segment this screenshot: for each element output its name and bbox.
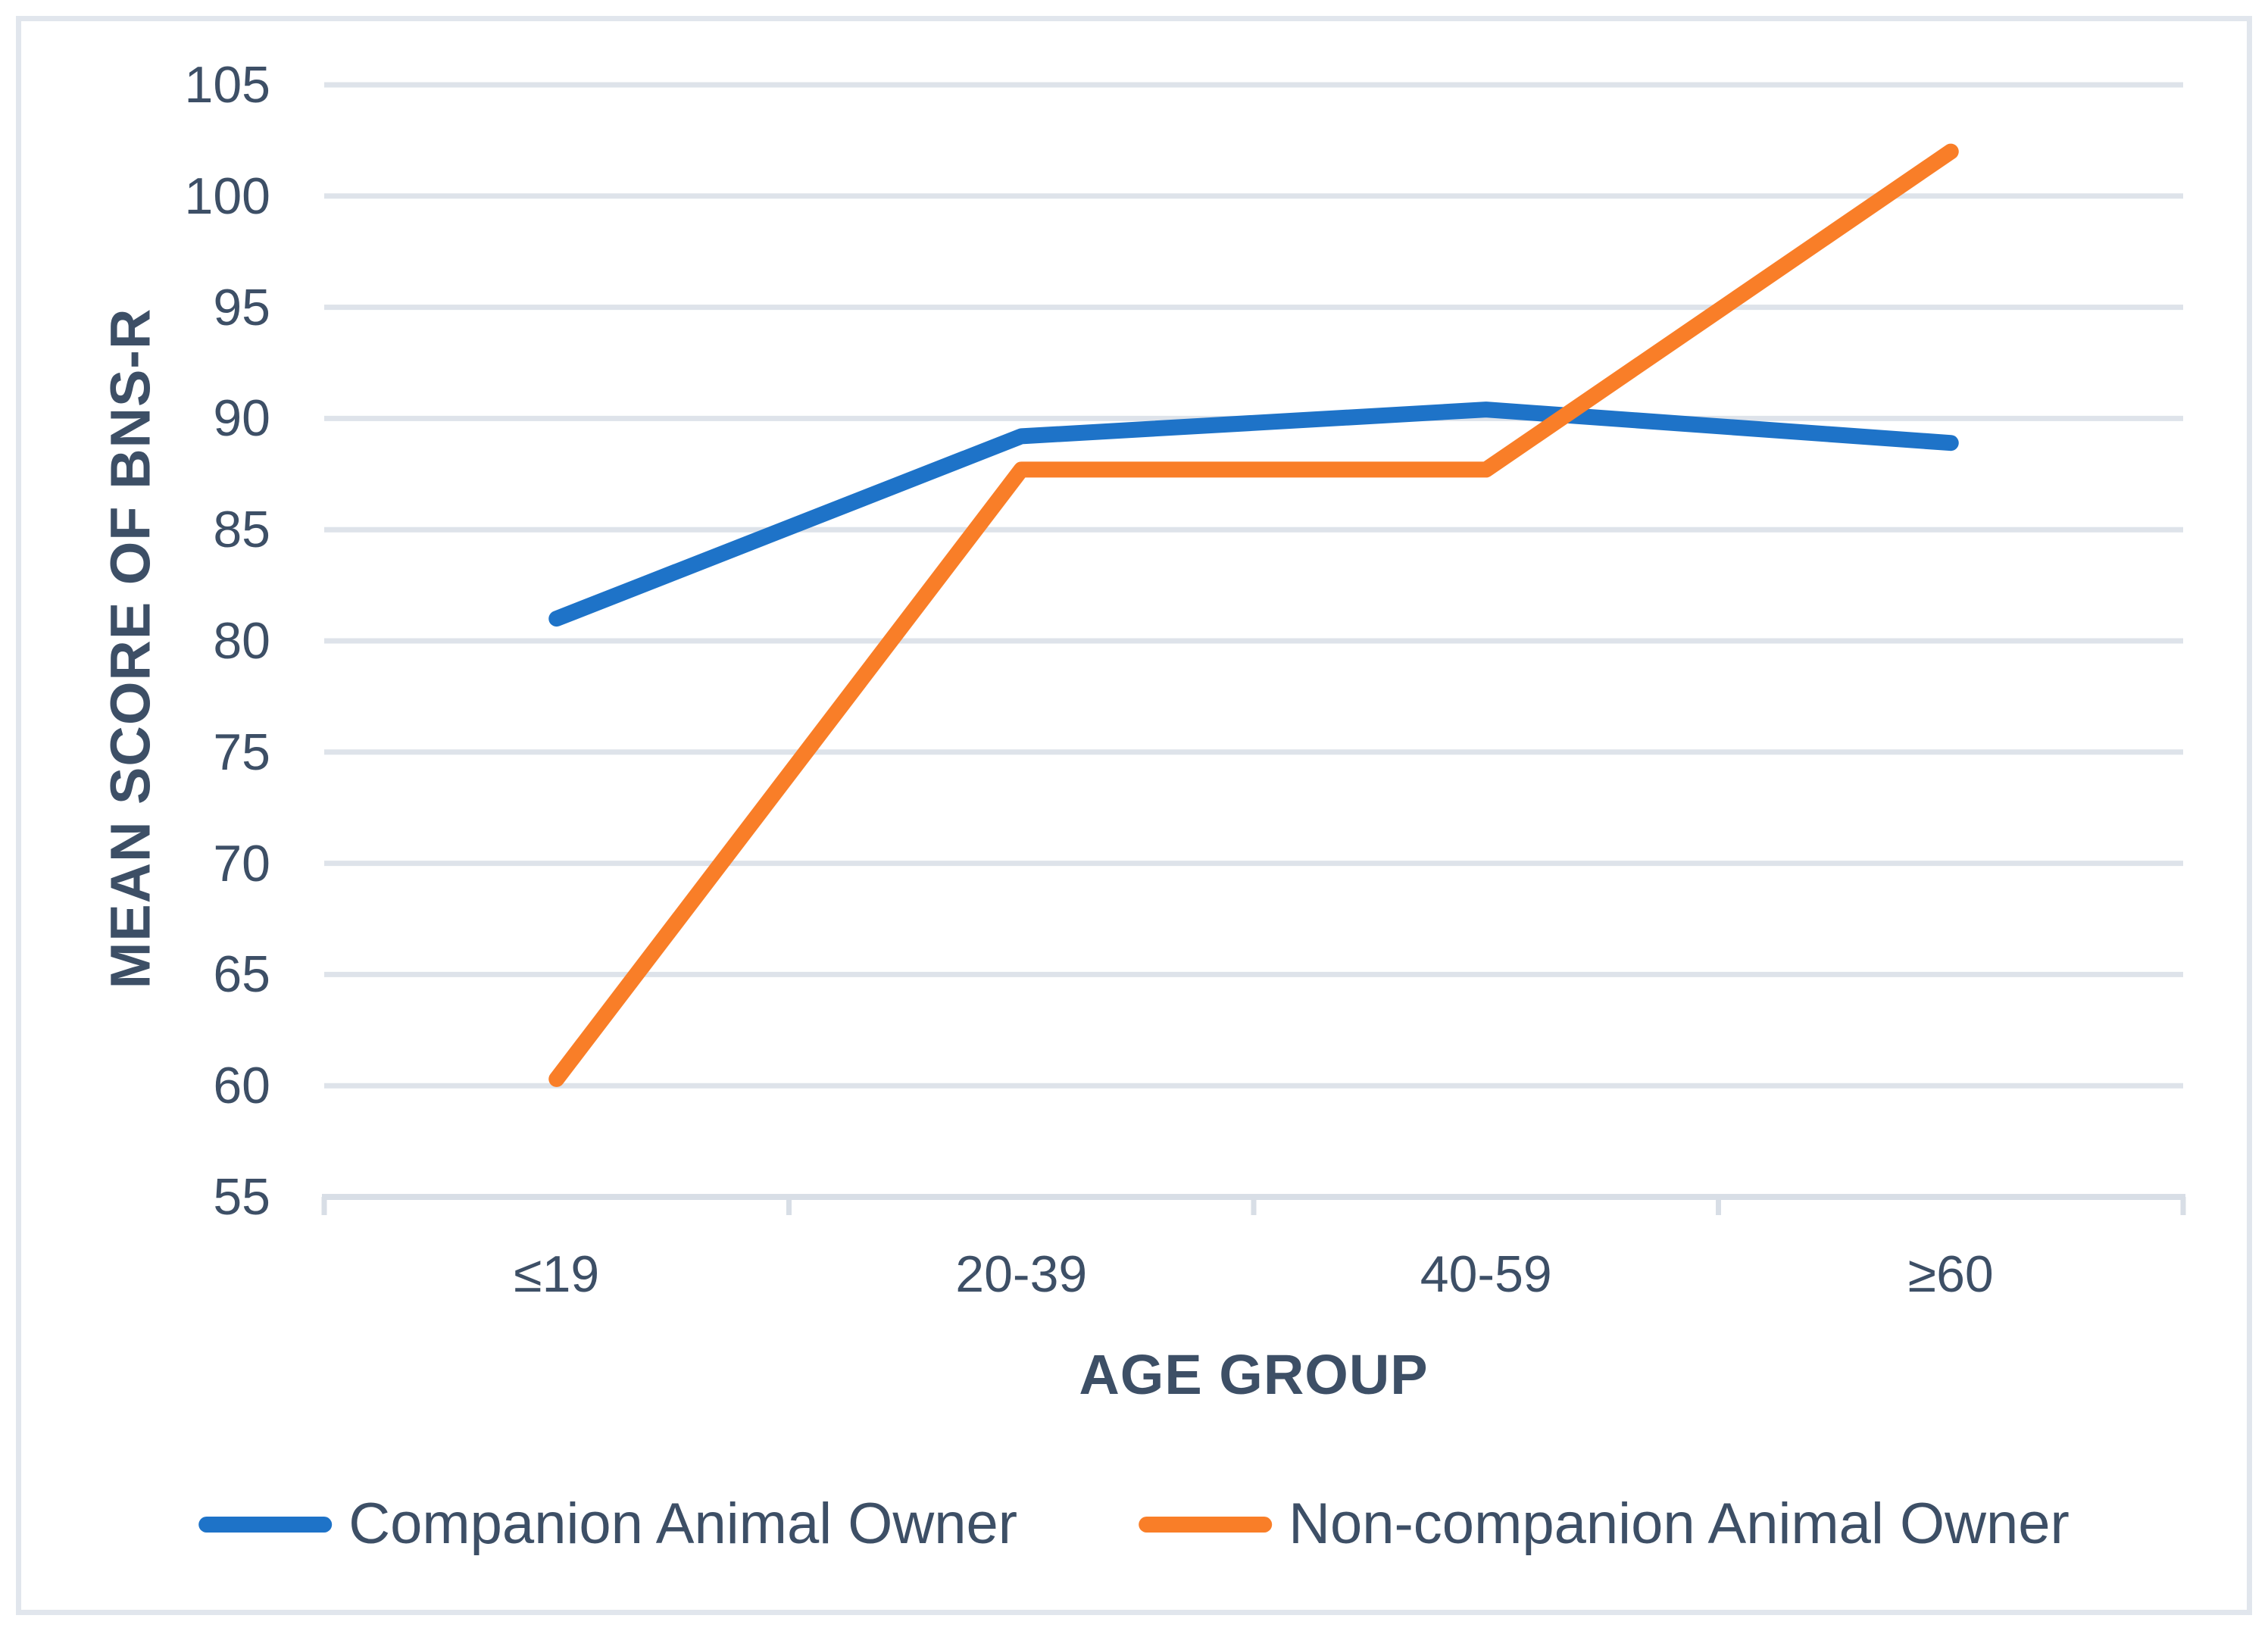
y-tick-label: 65 (213, 945, 270, 1004)
y-tick-label: 95 (213, 278, 270, 336)
x-axis-title: AGE GROUP (1079, 1343, 1429, 1406)
y-tick-label: 85 (213, 501, 270, 559)
y-tick-label: 70 (213, 834, 270, 892)
legend-item-non-companion: Non-companion Animal Owner (1139, 1486, 2070, 1562)
y-tick-label: 90 (213, 389, 270, 448)
x-tick-label: 20-39 (955, 1245, 1088, 1303)
y-tick-label: 55 (213, 1168, 270, 1226)
y-tick-label: 100 (184, 167, 270, 225)
data-series-lines (548, 143, 1959, 1087)
y-axis-title: MEAN SCORE OF BNS-R (98, 308, 162, 989)
x-tick-label: ≥60 (1907, 1245, 1994, 1303)
legend-swatch-non-companion (1139, 1516, 1273, 1533)
legend-label-companion: Companion Animal Owner (348, 1492, 1018, 1556)
legend-swatch-companion (198, 1516, 333, 1533)
legend-item-companion: Companion Animal Owner (198, 1486, 1017, 1562)
y-tick-label: 105 (184, 56, 270, 114)
x-tick-label: ≤19 (514, 1245, 600, 1303)
x-tick-label: 40-59 (1420, 1245, 1552, 1303)
y-tick-label: 60 (213, 1057, 270, 1115)
x-axis-line (321, 1194, 2186, 1215)
y-tick-label: 80 (213, 612, 270, 670)
y-tick-label: 75 (213, 723, 270, 781)
legend: Companion Animal Owner Non-companion Ani… (198, 1486, 2070, 1562)
legend-label-non-companion: Non-companion Animal Owner (1289, 1492, 2070, 1556)
